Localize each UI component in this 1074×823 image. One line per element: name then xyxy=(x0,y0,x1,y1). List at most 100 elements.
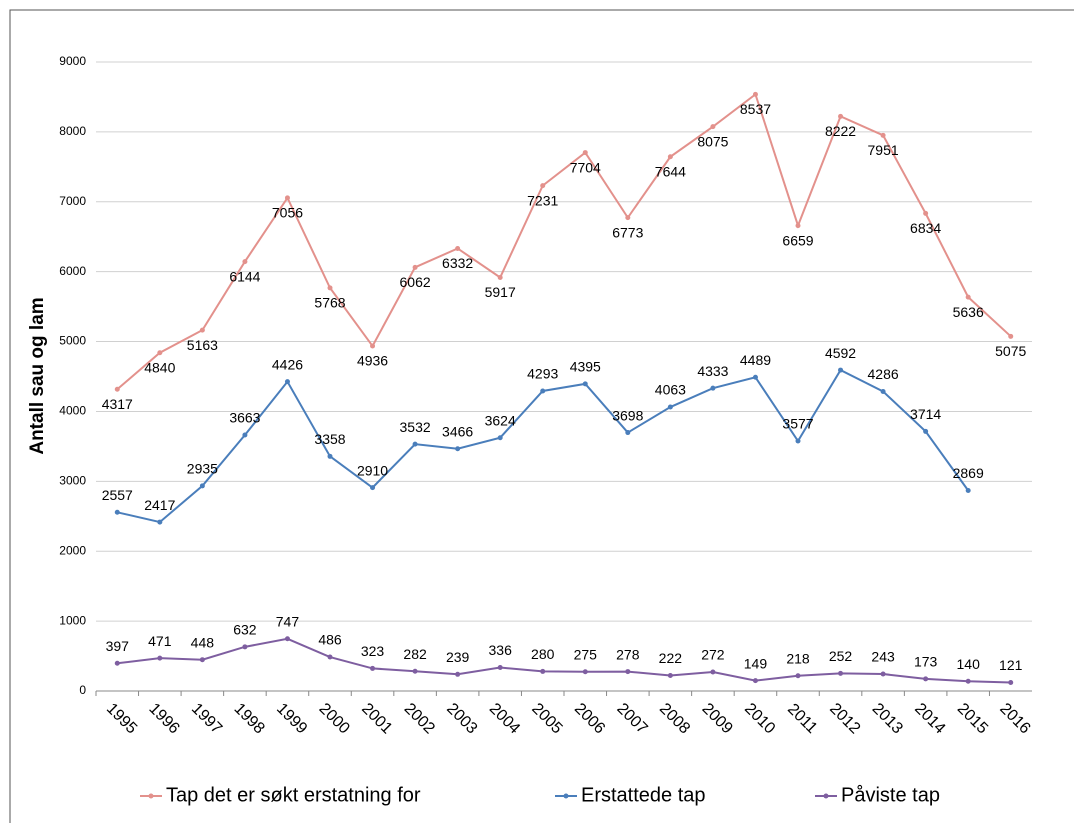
data-label: 4489 xyxy=(740,352,771,368)
point xyxy=(582,381,588,387)
data-label: 149 xyxy=(744,655,768,671)
x-tick-label: 2007 xyxy=(613,700,650,737)
point xyxy=(710,385,716,391)
x-tick-label: 2002 xyxy=(401,700,438,737)
point xyxy=(667,672,673,678)
data-label: 5768 xyxy=(314,295,345,311)
data-label: 2910 xyxy=(357,462,388,478)
point xyxy=(157,350,163,356)
point xyxy=(880,671,886,677)
data-label: 6332 xyxy=(442,255,473,271)
x-tick-label: 2004 xyxy=(486,700,523,737)
x-tick-label: 2011 xyxy=(784,701,820,737)
point xyxy=(795,223,801,229)
x-tick-label: 1996 xyxy=(145,700,182,737)
data-label: 4317 xyxy=(102,396,133,412)
point xyxy=(752,91,758,97)
point xyxy=(370,665,376,671)
point xyxy=(199,483,205,489)
data-label: 3714 xyxy=(910,406,941,422)
point xyxy=(242,432,248,438)
point xyxy=(540,668,546,674)
data-label: 4286 xyxy=(868,366,899,382)
y-tick-label: 1000 xyxy=(59,613,86,627)
data-label: 5075 xyxy=(995,343,1026,359)
y-tick-label: 0 xyxy=(79,683,86,697)
point xyxy=(242,259,248,265)
point xyxy=(965,678,971,684)
data-label: 8222 xyxy=(825,123,856,139)
legend-label: Påviste tap xyxy=(841,784,940,806)
data-label: 7704 xyxy=(570,159,601,175)
y-tick-label: 4000 xyxy=(59,404,86,418)
data-label: 3466 xyxy=(442,423,473,439)
y-tick-label: 8000 xyxy=(59,124,86,138)
data-label: 5917 xyxy=(485,284,516,300)
frame xyxy=(9,9,1074,823)
data-label: 6834 xyxy=(910,220,941,236)
point xyxy=(1008,333,1014,339)
point xyxy=(625,430,631,436)
point xyxy=(157,519,163,525)
y-tick-label: 7000 xyxy=(59,194,86,208)
x-tick-label: 2005 xyxy=(528,700,565,737)
data-label: 7056 xyxy=(272,205,303,221)
data-label: 4063 xyxy=(655,382,686,398)
data-label: 5636 xyxy=(953,304,984,320)
data-label: 280 xyxy=(531,646,555,662)
data-label: 140 xyxy=(957,656,981,672)
data-label: 3698 xyxy=(612,407,643,423)
x-tick-label: 2010 xyxy=(741,700,778,737)
point xyxy=(455,671,461,677)
x-tick-label: 1998 xyxy=(231,700,268,737)
data-label: 2417 xyxy=(144,497,175,513)
point xyxy=(284,195,290,201)
series-line xyxy=(116,92,1012,391)
x-tick-label: 2008 xyxy=(656,700,693,737)
point xyxy=(752,678,758,684)
point xyxy=(795,673,801,679)
legend-marker xyxy=(563,793,569,799)
point xyxy=(667,404,673,410)
data-label: 5163 xyxy=(187,337,218,353)
data-label: 6659 xyxy=(782,232,813,248)
point xyxy=(497,435,503,441)
y-tick-label: 6000 xyxy=(59,264,86,278)
point xyxy=(327,654,333,660)
point xyxy=(199,327,205,333)
point xyxy=(752,374,758,380)
x-tick-label: 2009 xyxy=(699,700,736,737)
data-label: 275 xyxy=(574,646,598,662)
point xyxy=(455,446,461,452)
data-label: 448 xyxy=(191,634,215,650)
point xyxy=(327,285,333,291)
point xyxy=(838,367,844,373)
data-label: 6773 xyxy=(612,224,643,240)
data-label: 4592 xyxy=(825,345,856,361)
data-label: 2935 xyxy=(187,461,218,477)
data-label: 218 xyxy=(786,650,810,666)
data-label: 4293 xyxy=(527,366,558,382)
data-label: 278 xyxy=(616,646,640,662)
point xyxy=(880,388,886,394)
point xyxy=(582,150,588,156)
point xyxy=(1008,680,1014,686)
point xyxy=(114,509,120,515)
x-tick-label: 2006 xyxy=(571,700,608,737)
data-label: 4936 xyxy=(357,353,388,369)
point xyxy=(412,668,418,674)
y-tick-label: 3000 xyxy=(59,474,86,488)
point xyxy=(582,669,588,675)
data-label: 397 xyxy=(106,638,130,654)
point xyxy=(370,485,376,491)
point xyxy=(710,124,716,130)
data-label: 747 xyxy=(276,613,300,629)
point xyxy=(497,665,503,671)
data-label: 3577 xyxy=(782,416,813,432)
point xyxy=(284,636,290,642)
x-tick-label: 1999 xyxy=(273,700,310,737)
point xyxy=(625,215,631,221)
point xyxy=(838,113,844,119)
y-tick-label: 2000 xyxy=(59,543,86,557)
data-label: 4426 xyxy=(272,356,303,372)
